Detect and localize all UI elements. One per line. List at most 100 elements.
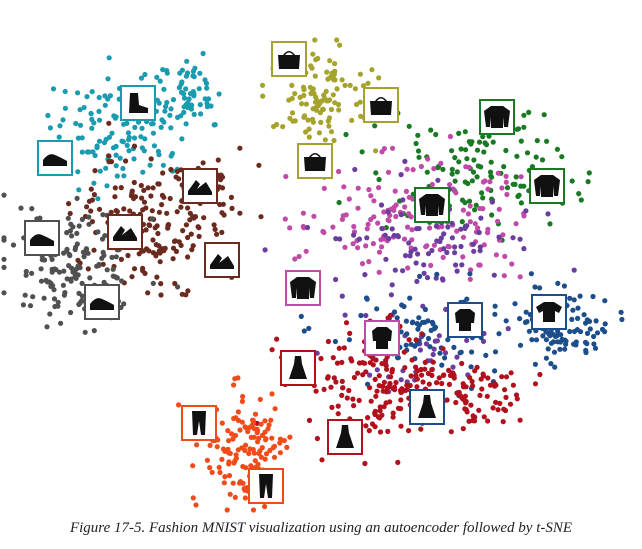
point-dress [383,400,389,406]
point-bag [274,121,280,128]
point-coat [330,224,336,230]
point-ankle-boot [179,79,185,85]
point-coat [366,187,372,193]
point-trouser [252,411,259,417]
point-pullover [473,202,479,208]
point-sandal [185,234,191,241]
point-trouser [250,417,256,423]
point-ankle-boot [186,96,192,102]
point-trouser [235,447,241,453]
point-sneaker [38,266,44,272]
point-sneaker [95,229,101,235]
point-sandal [256,162,262,168]
point-bag [299,101,305,107]
point-bag [292,91,298,97]
point-trouser [265,426,271,432]
point-sandal [112,194,118,200]
point-t-shirt [451,344,457,350]
point-t-shirt [592,345,599,351]
point-dress [339,392,345,398]
point-dress [479,386,485,392]
point-ankle-boot [196,86,202,92]
point-t-shirt [557,346,563,352]
point-shirt [545,211,551,217]
point-sneaker [29,270,35,276]
point-dress [347,330,353,336]
point-trouser [243,442,249,448]
point-ankle-boot [45,112,51,119]
point-ankle-boot [191,111,197,117]
point-dress [402,365,408,371]
thumbnail-trouser [248,468,284,504]
point-ankle-boot [94,143,100,149]
point-dress [335,403,341,409]
point-sneaker [69,233,75,239]
shirt-icon [372,327,392,349]
point-t-shirt [422,319,428,325]
point-sneaker [74,195,80,201]
point-ankle-boot [170,97,177,103]
point-coat [410,167,416,173]
point-pullover [578,197,584,203]
point-shirt [304,224,311,231]
point-dress [376,383,382,389]
point-t-shirt [469,349,475,355]
point-ankle-boot [168,125,174,131]
point-sneaker [100,212,106,218]
point-shirt [436,333,442,339]
point-coat [431,166,437,172]
point-coat [513,221,519,227]
point-sandal [67,210,73,217]
point-trouser [250,507,257,513]
point-dress [331,375,337,381]
point-pullover [504,185,511,191]
point-coat [342,244,348,250]
point-coat [427,225,433,231]
point-dress [377,404,383,410]
point-coat [424,243,430,249]
point-dress [390,410,396,416]
point-sandal [173,174,179,180]
point-sneaker [23,268,29,275]
point-trouser [257,396,263,402]
point-t-shirt [417,273,423,279]
point-ankle-boot [113,143,119,149]
point-ankle-boot [160,162,166,168]
thumbnail-dress [409,389,445,425]
thumbnail-pullover [285,270,321,306]
point-sandal [123,158,129,164]
point-sneaker [55,299,61,305]
point-shirt [423,341,430,347]
point-pullover [470,169,477,175]
point-dress [477,392,483,398]
point-dress [398,397,404,403]
point-shirt [480,338,487,344]
point-coat [460,207,466,213]
point-ankle-boot [162,108,168,114]
point-t-shirt [584,317,591,323]
point-sneaker [150,280,156,286]
point-coat [303,248,309,254]
thumbnail-shirt [447,302,483,338]
point-bag [287,115,293,121]
point-coat [502,253,508,259]
point-pullover [465,180,471,187]
point-shirt [398,377,404,383]
point-dress [334,360,341,366]
point-dress [414,384,420,390]
point-ankle-boot [184,58,190,64]
point-dress [318,355,324,362]
point-pullover [488,159,494,165]
point-trouser [193,502,199,508]
point-sneaker [51,296,58,302]
point-shirt [435,177,441,183]
point-ankle-boot [163,103,169,110]
point-coat [431,242,437,248]
point-sandal [131,266,138,272]
point-pullover [462,129,468,135]
point-t-shirt [575,315,581,321]
point-pullover [466,198,473,204]
point-bag [330,92,336,98]
point-ankle-boot [75,169,81,175]
point-dress [436,375,442,381]
